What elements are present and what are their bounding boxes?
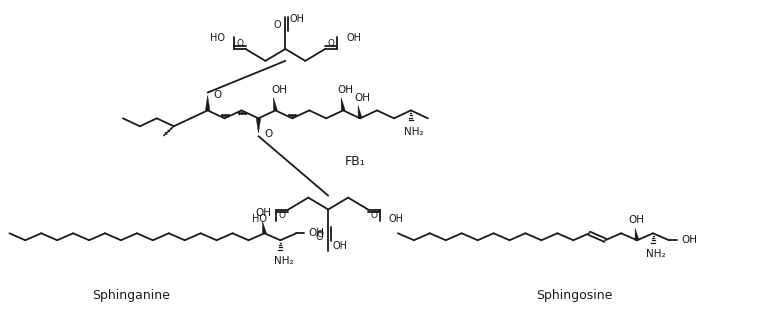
- Polygon shape: [273, 98, 277, 111]
- Text: Sphinganine: Sphinganine: [92, 289, 170, 302]
- Polygon shape: [341, 98, 345, 111]
- Text: O: O: [214, 90, 222, 99]
- Text: O: O: [279, 211, 286, 220]
- Text: OH: OH: [290, 14, 305, 24]
- Text: OH: OH: [389, 214, 404, 224]
- Text: HO: HO: [253, 214, 267, 224]
- Text: NH₂: NH₂: [404, 127, 424, 137]
- Text: OH: OH: [681, 235, 697, 245]
- Text: OH: OH: [333, 241, 348, 251]
- Polygon shape: [358, 105, 362, 119]
- Text: HO: HO: [210, 33, 224, 43]
- Text: OH: OH: [256, 209, 271, 218]
- Text: OH: OH: [308, 228, 324, 238]
- Text: OH: OH: [337, 85, 353, 95]
- Text: O: O: [316, 230, 324, 239]
- Polygon shape: [205, 95, 210, 110]
- Text: O: O: [273, 20, 281, 30]
- Text: O: O: [316, 232, 323, 242]
- Text: O: O: [264, 129, 273, 139]
- Text: NH₂: NH₂: [273, 256, 293, 266]
- Text: Sphingosine: Sphingosine: [536, 289, 613, 302]
- Text: NH₂: NH₂: [646, 249, 666, 259]
- Polygon shape: [257, 118, 260, 133]
- Text: O: O: [328, 39, 335, 48]
- Text: OH: OH: [271, 85, 287, 95]
- Text: OH: OH: [354, 92, 370, 103]
- Text: OH: OH: [346, 33, 361, 43]
- Text: FB₁: FB₁: [345, 155, 366, 168]
- Text: O: O: [370, 211, 378, 220]
- Text: O: O: [236, 39, 243, 48]
- Text: OH: OH: [628, 215, 644, 225]
- Polygon shape: [263, 221, 266, 234]
- Polygon shape: [635, 228, 639, 240]
